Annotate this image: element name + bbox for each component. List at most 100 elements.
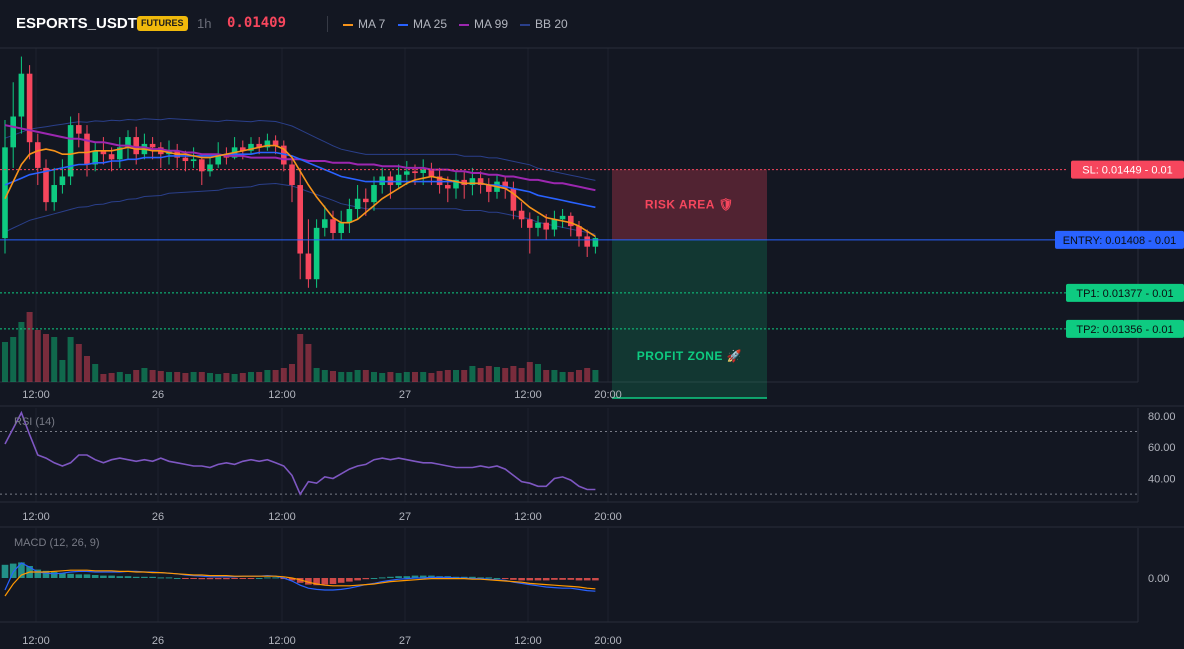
volume-bar bbox=[567, 372, 574, 382]
level-label: SL: 0.01449 - 0.01 bbox=[1082, 165, 1173, 177]
macd-histogram-bar bbox=[329, 578, 337, 584]
candle-body bbox=[18, 73, 25, 117]
candle-body bbox=[551, 219, 558, 230]
macd-histogram-bar bbox=[362, 578, 370, 580]
legend-ma99[interactable]: MA 99 bbox=[459, 17, 508, 31]
ma7-swatch bbox=[343, 23, 353, 26]
volume-bar bbox=[239, 373, 246, 382]
candle-body bbox=[322, 219, 328, 228]
volume-bar bbox=[59, 360, 66, 382]
candle-body bbox=[190, 159, 197, 162]
macd-histogram-bar bbox=[395, 576, 402, 578]
candle-body bbox=[51, 185, 57, 203]
candle-body bbox=[445, 185, 451, 189]
volume-bar bbox=[354, 370, 361, 382]
macd-histogram-bar bbox=[182, 578, 189, 579]
macd-histogram-bar bbox=[485, 577, 493, 579]
volume-bar bbox=[477, 368, 484, 382]
rsi-title: RSI (14) bbox=[14, 416, 55, 428]
level-label: TP1: 0.01377 - 0.01 bbox=[1076, 288, 1173, 300]
candle-body bbox=[76, 125, 82, 134]
level-label-box bbox=[1071, 160, 1184, 179]
legend-ma99-label: MA 99 bbox=[474, 17, 509, 31]
volume-bar bbox=[207, 373, 213, 382]
x-tick-label: 20:00 bbox=[594, 389, 622, 401]
macd-histogram-bar bbox=[370, 578, 378, 579]
volume-bar bbox=[34, 330, 41, 382]
risk-area-label: RISK AREA 🛡 bbox=[645, 198, 734, 212]
macd-histogram-bar bbox=[75, 574, 83, 578]
volume-bar bbox=[403, 372, 410, 382]
macd-histogram-bar bbox=[83, 574, 91, 578]
timeframe[interactable]: 1h bbox=[197, 16, 212, 31]
candle-body bbox=[59, 176, 66, 186]
candle-body bbox=[477, 178, 484, 186]
candlesticks bbox=[2, 56, 599, 288]
macd-histogram-bar bbox=[337, 578, 345, 583]
macd-histogram-bar bbox=[9, 563, 17, 578]
candle-body bbox=[412, 171, 418, 174]
candle-body bbox=[281, 145, 287, 165]
profit-zone bbox=[612, 239, 767, 398]
candle-body bbox=[338, 222, 344, 233]
macd-histogram-bar bbox=[91, 575, 99, 578]
level-label-box bbox=[1055, 230, 1184, 249]
rsi-y-tick: 40.00 bbox=[1148, 474, 1176, 486]
macd-histogram-bar bbox=[354, 578, 361, 581]
legend-ma25[interactable]: MA 25 bbox=[398, 17, 447, 31]
candle-body bbox=[428, 169, 435, 177]
symbol-name[interactable]: ESPORTS_USDT bbox=[16, 15, 137, 32]
volume-bar bbox=[518, 368, 525, 382]
candle-body bbox=[469, 178, 476, 186]
candle-body bbox=[182, 157, 189, 162]
volume-bar bbox=[485, 366, 492, 382]
x-tick-label: 12:00 bbox=[22, 511, 50, 523]
x-tick-label: 26 bbox=[152, 511, 164, 523]
candle-body bbox=[453, 179, 459, 189]
x-tick-label: 26 bbox=[152, 635, 164, 647]
candle-body bbox=[108, 154, 115, 160]
macd-histogram-bar bbox=[272, 577, 279, 579]
candle-body bbox=[240, 147, 246, 151]
volume-bar bbox=[67, 337, 74, 382]
macd-histogram-bar bbox=[231, 578, 238, 579]
legend-bb20[interactable]: BB 20 bbox=[520, 17, 568, 31]
candle-body bbox=[518, 210, 525, 220]
candle-body bbox=[289, 164, 295, 186]
x-tick-label: 12:00 bbox=[514, 389, 542, 401]
level-label-box bbox=[1066, 283, 1184, 302]
volume-bar bbox=[371, 372, 377, 382]
candle-body bbox=[395, 174, 402, 186]
volume-bar bbox=[280, 368, 287, 382]
candle-body bbox=[346, 209, 353, 223]
volume-bar bbox=[428, 373, 435, 382]
candle-body bbox=[313, 227, 320, 280]
macd-histogram-bar bbox=[173, 578, 181, 579]
macd-histogram-bar bbox=[592, 578, 599, 581]
profit-zone-label: PROFIT ZONE 🚀 bbox=[637, 349, 742, 363]
x-tick-label: 12:00 bbox=[22, 389, 50, 401]
volume-bar bbox=[535, 364, 541, 382]
volume-bar bbox=[166, 372, 172, 382]
candle-body bbox=[436, 176, 443, 186]
legend-bb20-label: BB 20 bbox=[535, 17, 568, 31]
macd-title: MACD (12, 26, 9) bbox=[14, 537, 100, 549]
volume-bars bbox=[2, 312, 599, 382]
candle-body bbox=[256, 143, 262, 148]
candle-body bbox=[387, 176, 394, 186]
volume-bar bbox=[182, 373, 189, 382]
macd-histogram-bar bbox=[469, 576, 476, 578]
volume-bar bbox=[543, 370, 550, 382]
candle-body bbox=[43, 167, 49, 203]
x-tick-label: 27 bbox=[399, 511, 411, 523]
macd-histogram-bar bbox=[567, 578, 575, 580]
volume-bar bbox=[576, 370, 582, 382]
candle-body bbox=[354, 198, 361, 210]
volume-bar bbox=[215, 374, 222, 382]
macd-histogram-bar bbox=[239, 578, 247, 579]
candle-body bbox=[84, 133, 90, 165]
legend-ma7[interactable]: MA 7 bbox=[343, 17, 385, 31]
candle-body bbox=[371, 185, 377, 203]
volume-bar bbox=[330, 371, 336, 382]
